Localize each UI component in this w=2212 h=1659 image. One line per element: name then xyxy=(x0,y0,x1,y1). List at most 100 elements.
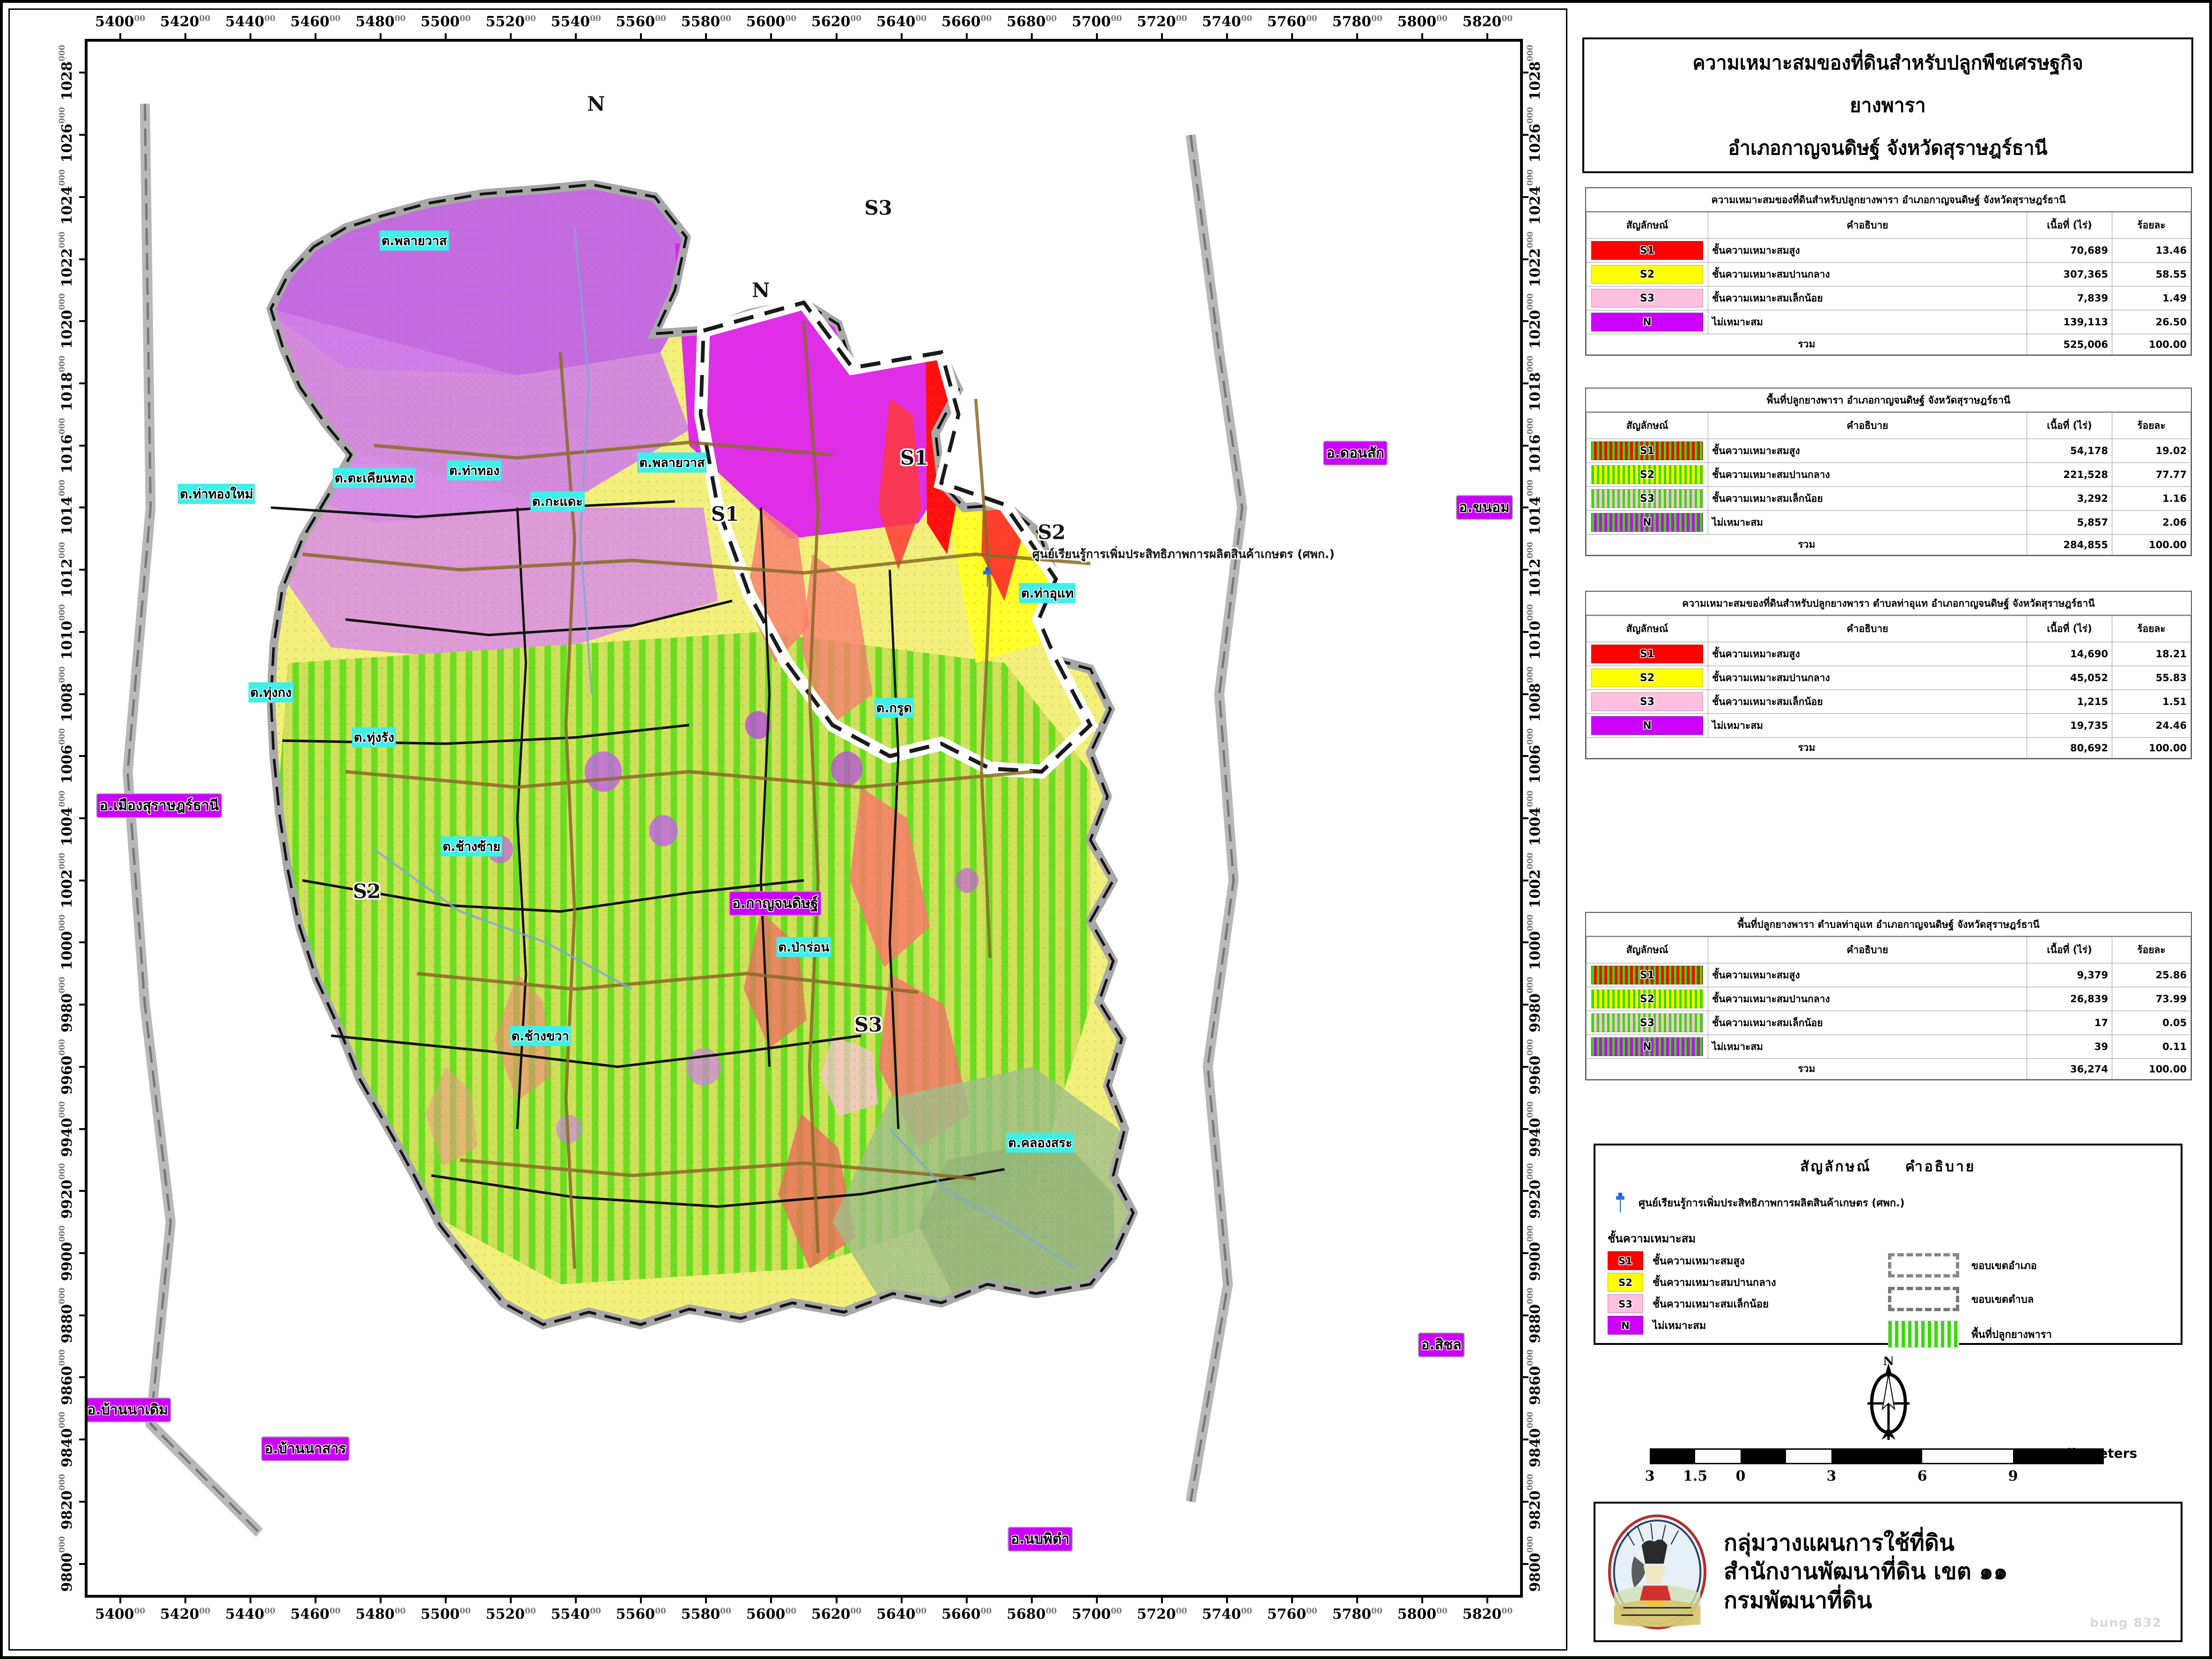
x-axis-tick-label: 544000 xyxy=(225,14,276,30)
table-total-row: รวม 80,692 100.00 xyxy=(1586,737,2191,758)
x-axis-tick xyxy=(1161,33,1163,42)
amphoe-label: อ.ขนอม xyxy=(1456,496,1512,519)
legend-header-symbol: สัญลักษณ์ xyxy=(1800,1159,1872,1175)
x-axis-tick-label: 562000 xyxy=(811,14,862,30)
table-cell-symbol: N xyxy=(1586,510,1708,535)
y-axis-tick-label: 9900000 xyxy=(58,1225,75,1281)
suitability-swatch-s1: S1 xyxy=(1591,966,1703,984)
x-axis-tick xyxy=(510,33,512,42)
table-cell-description: ชั้นความเหมาะสมปานกลาง xyxy=(1708,666,2027,690)
table-cell-percent: 1.49 xyxy=(2112,286,2191,310)
x-axis-tick xyxy=(770,1595,772,1603)
x-axis-tick-label: 572000 xyxy=(1137,14,1187,30)
table-caption: พื้นที่ปลูกยางพารา อำเภอกาญจนดิษฐ์ จังหว… xyxy=(1586,389,2191,412)
y-axis-tick-label: 1012000 xyxy=(58,542,75,598)
x-axis-tick xyxy=(314,33,316,42)
x-axis-tick-label: 566000 xyxy=(941,14,992,30)
x-axis-tick-label: 558000 xyxy=(681,1606,731,1622)
table-cell-area: 39 xyxy=(2027,1035,2112,1059)
y-axis-tick xyxy=(1520,507,1529,509)
scalebar-tick-label: 9 xyxy=(2008,1468,2018,1484)
y-axis-tick xyxy=(1520,1252,1529,1255)
amphoe-label: อ.สิชล xyxy=(1418,1333,1464,1357)
y-axis-tick-label: 9840000 xyxy=(58,1411,75,1468)
table-total-area: 80,692 xyxy=(2027,737,2112,758)
tambon-label: ต.ท่าอุแท xyxy=(1019,583,1076,603)
x-axis-tick xyxy=(1356,33,1359,42)
map-marginalia-column: ความเหมาะสมของที่ดินสำหรับปลูกพืชเศรษฐกิ… xyxy=(1575,8,2204,1651)
map-graticule-frame: อ.ดอนสัก อ.ขนอม อ.เมืองสุราษฎร์ธานี อ.กาญจน… xyxy=(85,39,1523,1598)
table-total-label: รวม xyxy=(1586,1058,2027,1079)
suitability-swatch-n: N xyxy=(1591,716,1703,735)
x-axis-tick-label: 548000 xyxy=(355,1606,406,1622)
x-axis-tick xyxy=(314,1595,316,1603)
y-axis-tick xyxy=(79,879,88,881)
table-cell-percent: 24.46 xyxy=(2112,713,2191,738)
table-total-row: รวม 284,855 100.00 xyxy=(1586,534,2191,555)
table-cell-percent: 13.46 xyxy=(2112,238,2191,263)
x-axis-tick xyxy=(249,1595,251,1603)
table-cell-area: 17 xyxy=(2027,1011,2112,1035)
table-total-label: รวม xyxy=(1586,334,2027,355)
x-axis-tick xyxy=(770,33,772,42)
x-axis-tick xyxy=(379,33,382,42)
table-cell-area: 3,292 xyxy=(2027,486,2112,511)
legend-boundary-label: ขอบเขตอำเภอ xyxy=(1971,1260,2037,1272)
table-column-header: ร้อยละ xyxy=(2112,412,2191,439)
tambon-label: ต.ทุ่งรัง xyxy=(352,727,397,748)
table-total-area: 284,855 xyxy=(2027,534,2112,555)
y-axis-tick xyxy=(1520,320,1529,323)
y-axis-tick xyxy=(79,1252,88,1255)
y-axis-tick xyxy=(79,817,88,819)
x-axis-tick xyxy=(705,1595,707,1603)
csa-pin-icon[interactable] xyxy=(981,566,993,590)
table-cell-area: 1,215 xyxy=(2027,690,2112,714)
sheet-watermark: bung 832 xyxy=(2090,1616,2162,1630)
y-axis-tick xyxy=(1520,1314,1529,1316)
x-axis-tick xyxy=(900,1595,903,1603)
table-row: S3 ชั้นความเหมาะสมเล็กน้อย 3,292 1.16 xyxy=(1586,486,2191,511)
table-row: S1 ชั้นความเหมาะสมสูง 9,379 25.86 xyxy=(1586,963,2191,987)
table-row: S1 ชั้นความเหมาะสมสูง 54,178 19.02 xyxy=(1586,439,2191,463)
x-axis-tick-label: 572000 xyxy=(1137,1606,1187,1622)
map-title-line-2: ยางพารา xyxy=(1850,94,1926,117)
table-column-header: ร้อยละ xyxy=(2112,212,2191,239)
table-cell-percent: 19.02 xyxy=(2112,439,2191,463)
y-axis-tick xyxy=(1520,72,1529,74)
x-axis-tick-label: 578000 xyxy=(1332,1606,1382,1622)
statistics-table: พื้นที่ปลูกยางพารา ตำบลท่าอุแท อำเภอกาญจ… xyxy=(1585,912,2192,1080)
table-total-area: 525,006 xyxy=(2027,334,2112,355)
x-axis-tick xyxy=(1226,33,1228,42)
map-panel[interactable]: อ.ดอนสัก อ.ขนอม อ.เมืองสุราษฎร์ธานี อ.กาญจน… xyxy=(8,8,1567,1651)
table-cell-description: ชั้นความเหมาะสมเล็กน้อย xyxy=(1708,690,2027,714)
table-cell-description: ชั้นความเหมาะสมสูง xyxy=(1708,238,2027,263)
suitability-swatch-s2: S2 xyxy=(1591,465,1703,484)
table-cell-percent: 26.50 xyxy=(2112,310,2191,334)
north-arrow-icon: N xyxy=(1867,1357,1910,1440)
table-caption: ความเหมาะสมของที่ดินสำหรับปลูกยางพารา อำ… xyxy=(1586,188,2191,212)
table-cell-area: 5,857 xyxy=(2027,510,2112,535)
y-axis-tick xyxy=(1520,382,1529,384)
table-caption: พื้นที่ปลูกยางพารา ตำบลท่าอุแท อำเภอกาญจ… xyxy=(1586,913,2191,937)
y-axis-tick xyxy=(79,1004,88,1006)
table-column-header: ร้อยละ xyxy=(2112,937,2191,963)
x-axis-tick xyxy=(965,33,968,42)
y-axis-tick xyxy=(79,1190,88,1192)
legend-boundary-list: ขอบเขตอำเภอ ขอบเขตตำบล พื้นที่ปลูกยางพารา xyxy=(1888,1253,2168,1357)
table-cell-percent: 58.55 xyxy=(2112,262,2191,286)
table-cell-symbol: S3 xyxy=(1586,690,1708,714)
table-row: S1 ชั้นความเหมาะสมสูง 14,690 18.21 xyxy=(1586,642,2191,666)
scalebar-tick-label: 6 xyxy=(1917,1468,1927,1484)
suitability-swatch-s2: S2 xyxy=(1591,990,1703,1008)
scalebar-tick-label: 3 xyxy=(1645,1468,1655,1484)
x-axis-tick xyxy=(1030,33,1033,42)
table-cell-area: 139,113 xyxy=(2027,310,2112,334)
table-cell-percent: 1.16 xyxy=(2112,486,2191,511)
table-cell-symbol: S1 xyxy=(1586,642,1708,666)
x-axis-tick xyxy=(640,1595,642,1603)
x-axis-tick-label: 542000 xyxy=(160,14,211,30)
x-axis-tick xyxy=(575,33,577,42)
suitability-class-label: N xyxy=(587,92,605,116)
footer-line-1: กลุ่มวางแผนการใช้ที่ดิน xyxy=(1724,1529,1955,1556)
